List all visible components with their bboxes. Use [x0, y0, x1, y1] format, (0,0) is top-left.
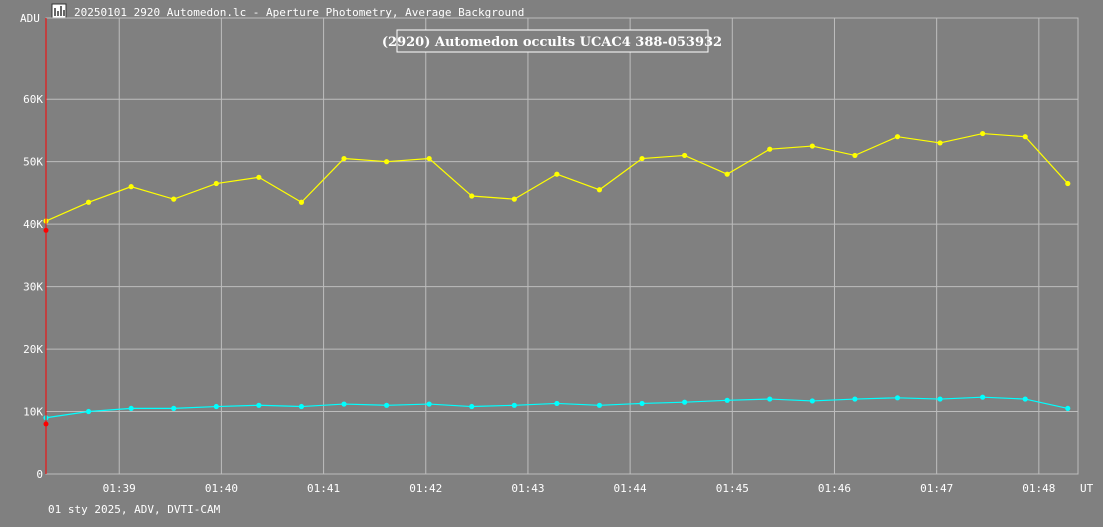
- target-point: [256, 174, 262, 180]
- grid: [45, 17, 1079, 475]
- target-point: [852, 152, 858, 159]
- target-point: [980, 130, 986, 137]
- footer-info: 01 sty 2025, ADV, DVTI-CAM: [48, 503, 221, 516]
- target-point: [1022, 134, 1028, 140]
- x-axis-label: UT: [1080, 482, 1094, 495]
- x-tick-label: 01:43: [511, 482, 544, 495]
- target-point: [85, 199, 92, 205]
- comparison-point: [469, 403, 475, 410]
- x-tick-label: 01:47: [920, 482, 953, 495]
- comparison-point: [852, 396, 858, 402]
- target-point: [682, 152, 688, 159]
- target-point: [426, 155, 432, 162]
- x-tick-label: 01:46: [818, 482, 851, 495]
- comparison-point: [426, 401, 432, 407]
- target-point: [383, 159, 390, 165]
- y-axis: ADU 0 10K 20K 30K 40K 50K 60K: [20, 12, 43, 481]
- app-icon-glyph: [54, 6, 65, 16]
- window-title: 20250101_2920_Automedon.lc - Aperture Ph…: [74, 6, 524, 19]
- comparison-point: [1022, 396, 1028, 402]
- y-axis-label: ADU: [20, 12, 40, 25]
- x-tick-label: 01:48: [1022, 482, 1055, 495]
- comparison-point: [724, 397, 730, 403]
- target-point: [1065, 180, 1071, 187]
- comparison-point: [809, 398, 815, 404]
- comparison-point: [85, 408, 92, 415]
- comparison-point: [298, 403, 305, 410]
- comparison-point: [128, 405, 134, 412]
- comparison-point: [213, 403, 219, 410]
- series-target: [43, 130, 1071, 224]
- chart-title-box: (2920) Automedon occults UCAC4 388-05393…: [382, 29, 722, 53]
- comparison-point: [639, 400, 645, 407]
- target-point: [171, 196, 177, 202]
- x-tick-label: 01:45: [716, 482, 749, 495]
- y-tick-label: 40K: [23, 218, 43, 231]
- target-point: [298, 199, 305, 205]
- comparison-point: [1065, 405, 1071, 412]
- comparison-point: [511, 402, 517, 408]
- title-bar: 20250101_2920_Automedon.lc - Aperture Ph…: [51, 3, 524, 19]
- x-tick-label: 01:42: [409, 482, 442, 495]
- target-point: [937, 140, 943, 146]
- target-point: [767, 146, 773, 152]
- target-point: [341, 155, 347, 162]
- marker-point-target: [43, 227, 49, 233]
- y-tick-label: 10K: [23, 406, 43, 419]
- comparison-point: [554, 400, 560, 407]
- target-point: [554, 171, 560, 177]
- target-point: [511, 196, 517, 202]
- y-tick-label: 20K: [23, 343, 43, 356]
- x-tick-label: 01:39: [103, 482, 136, 495]
- comparison-point: [256, 402, 262, 408]
- comparison-point: [341, 401, 347, 407]
- target-point: [724, 171, 730, 177]
- x-tick-label: 01:41: [307, 482, 340, 495]
- x-tick-label: 01:40: [205, 482, 238, 495]
- target-point: [469, 193, 475, 199]
- chart-title: (2920) Automedon occults UCAC4 388-05393…: [382, 35, 722, 50]
- comparison-point: [980, 394, 986, 400]
- comparison-point: [171, 405, 177, 412]
- comparison-point: [937, 396, 943, 402]
- marker-point-comparison: [43, 421, 49, 427]
- y-tick-label: 30K: [23, 281, 43, 294]
- y-tick-label: 60K: [23, 93, 43, 106]
- comparison-point: [596, 402, 603, 408]
- target-point: [809, 143, 815, 149]
- comparison-point: [767, 396, 773, 402]
- comparison-point: [894, 395, 901, 401]
- y-tick-label: 50K: [23, 156, 43, 169]
- comparison-point: [383, 402, 390, 408]
- x-tick-label: 01:44: [614, 482, 647, 495]
- comparison-point: [682, 399, 688, 405]
- target-point: [596, 187, 603, 193]
- target-point: [894, 134, 901, 140]
- target-point: [213, 180, 219, 187]
- target-point: [128, 184, 134, 190]
- x-axis: UT 01:39 01:40 01:41 01:42 01:43 01:44 01:45 01…: [103, 482, 1094, 495]
- y-tick-label: 0: [36, 468, 43, 481]
- series-comparison: [43, 394, 1071, 421]
- target-point: [639, 155, 645, 162]
